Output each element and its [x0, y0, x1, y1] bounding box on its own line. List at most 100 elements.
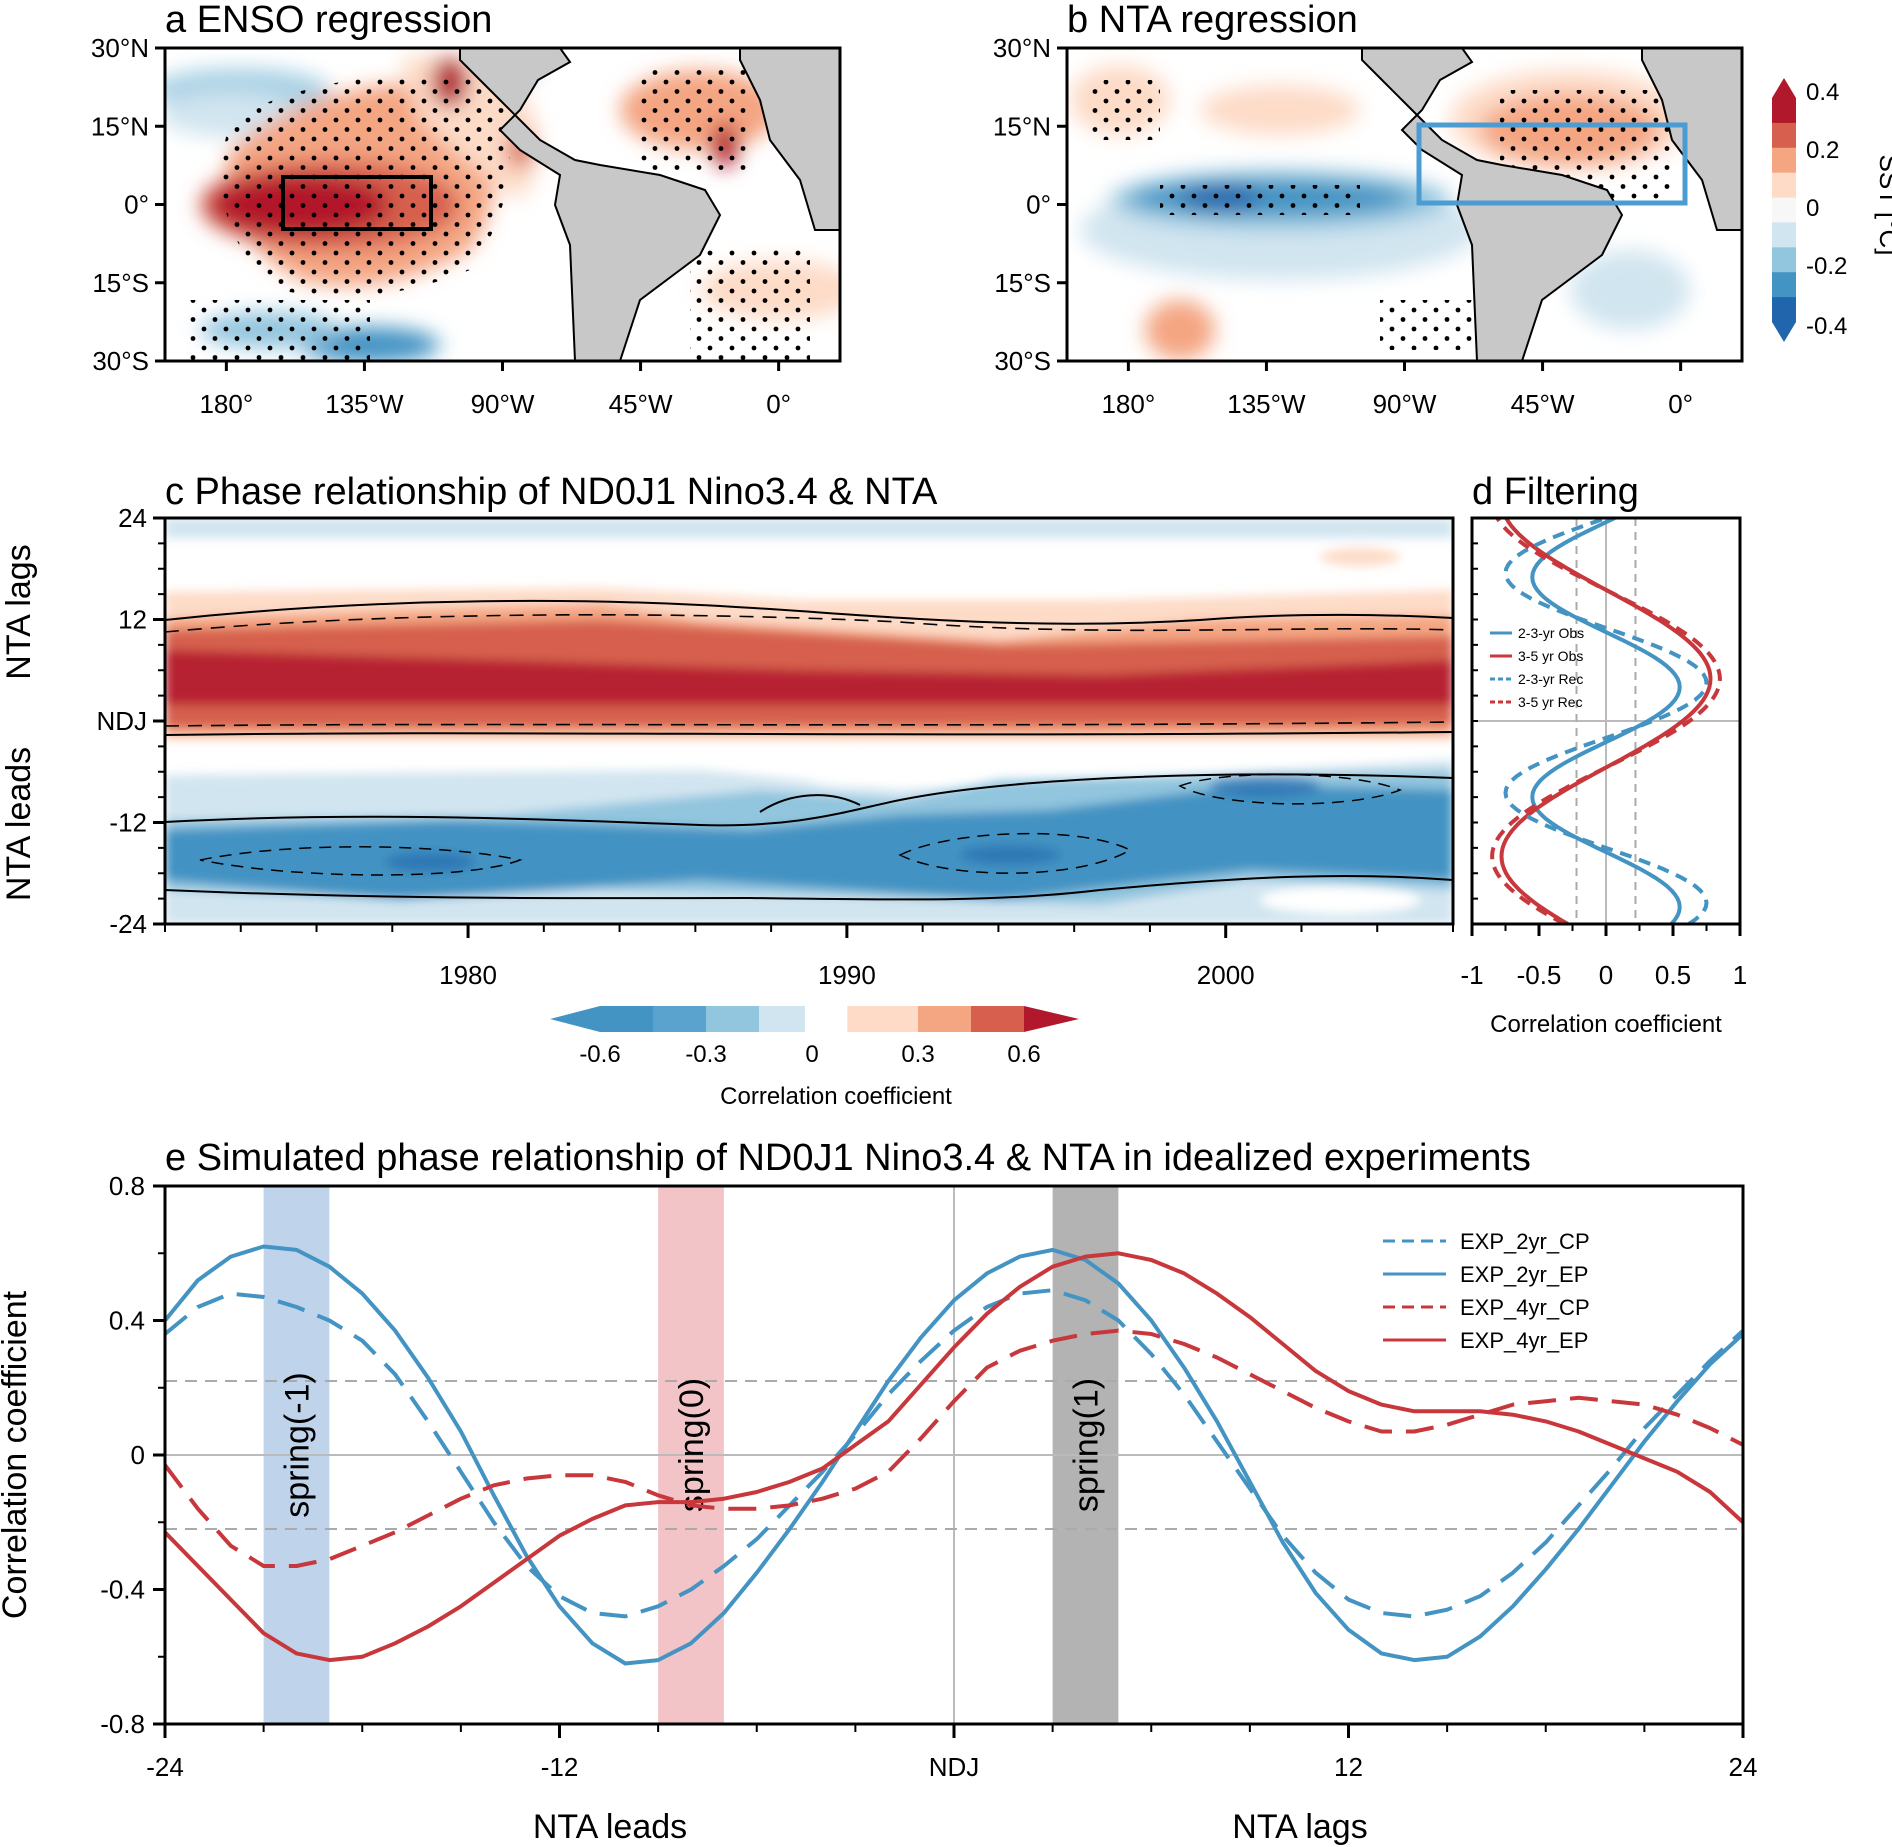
corr-colorbar-segment — [653, 1006, 706, 1032]
panel-d-xtick-label: 0.5 — [1655, 960, 1691, 990]
corr-colorbar-max-arrow — [1024, 1006, 1079, 1032]
panel-d-legend: 2-3-yr Obs 3-5 yr Obs 2-3-yr Rec 3-5 yr Rec — [1490, 625, 1584, 710]
panel-e-season-band-label: spring(-1) — [279, 1372, 317, 1517]
panel-b-axes: 30°N 15°N 0° 15°S 30°S 180° 135°W 90°W 45°W 0° — [993, 33, 1693, 419]
lat-tick-label: 15°N — [91, 111, 149, 141]
panel-e-ytick-label: 0.8 — [109, 1171, 145, 1201]
panel-e-xlabel-left: NTA leads — [533, 1808, 687, 1846]
panel-c-title: c Phase relationship of ND0J1 Nino3.4 & … — [165, 471, 938, 513]
panel-e: e Simulated phase relationship of ND0J1 … — [0, 1137, 1757, 1846]
nta-box — [1416, 122, 1688, 206]
panel-d-xtick-label: 0 — [1599, 960, 1613, 990]
corr-colorbar-segment — [971, 1006, 1024, 1032]
panel-b: b NTA regression — [993, 0, 1744, 419]
panel-e-series-line — [163, 1328, 1744, 1568]
panel-e-ytick-label: -0.4 — [100, 1575, 145, 1605]
sst-colorbar-title: SST [°C] — [1874, 155, 1892, 256]
lat-tick-label: 15°N — [993, 111, 1051, 141]
panel-e-plot: spring(-1) spring(0) spring(1)EXP_2yr_CPEX… — [100, 1171, 1757, 1782]
corr-colorbar-tick-label: 0.3 — [901, 1041, 934, 1068]
panel-c-field — [165, 518, 1453, 924]
sst-colorbar-segment — [1772, 147, 1796, 174]
lon-tick-label: 180° — [1101, 389, 1155, 419]
panel-d-xtick-label: -0.5 — [1517, 960, 1562, 990]
sst-colorbar-segment — [1772, 122, 1796, 149]
panel-e-legend-label: EXP_2yr_CP — [1460, 1229, 1590, 1254]
panel-c-ylabel-bottom: NTA leads — [0, 747, 38, 901]
corr-colorbar-segment — [847, 1006, 918, 1032]
sst-colorbar-max-arrow — [1772, 78, 1796, 98]
sst-colorbar-min-arrow — [1772, 322, 1796, 342]
sst-colorbar-segment — [1772, 172, 1796, 199]
panel-d: d Filtering 2-3-yr Obs 3-5 yr Obs 2-3-yr R… — [1460, 471, 1747, 1038]
panel-a-map — [165, 48, 840, 361]
panel-c-ytick-label: 12 — [118, 605, 147, 635]
panel-e-ytick-label: 0.4 — [109, 1306, 145, 1336]
panel-a: a ENSO regression — [91, 0, 842, 419]
panel-c-ytick-label: NDJ — [96, 706, 147, 736]
lon-tick-label: 0° — [766, 389, 791, 419]
corr-colorbar-segment — [706, 1006, 759, 1032]
nino34-box — [281, 175, 433, 231]
sst-colorbar-segment — [1772, 222, 1796, 248]
lon-tick-label: 135°W — [325, 389, 404, 419]
lon-tick-label: 45°W — [609, 389, 673, 419]
panel-d-legend-label: 3-5 yr Rec — [1518, 694, 1583, 710]
panel-e-xtick-label: 12 — [1334, 1752, 1363, 1782]
sst-colorbar-segment — [1772, 98, 1796, 124]
panel-e-series-line — [163, 1288, 1745, 1619]
panel-e-frame — [163, 1184, 1745, 1726]
panel-e-xlabel-right: NTA lags — [1232, 1808, 1367, 1846]
lat-tick-label: 30°S — [92, 346, 149, 376]
sst-colorbar-segment — [1772, 272, 1796, 298]
sst-colorbar-tick-label: 0 — [1806, 195, 1819, 222]
lat-tick-label: 30°S — [994, 346, 1051, 376]
lat-tick-label: 0° — [124, 190, 149, 220]
panel-e-series-line — [163, 1244, 1745, 1666]
panel-e-legend-label: EXP_2yr_EP — [1460, 1262, 1588, 1287]
panel-a-stipple — [190, 70, 810, 360]
sst-colorbar-tick-label: 0.4 — [1806, 79, 1839, 106]
sst-colorbar-tick-label: -0.2 — [1806, 253, 1847, 280]
lat-tick-label: 15°S — [92, 268, 149, 298]
corr-colorbar-tick-label: 0 — [805, 1041, 818, 1068]
panel-d-xtick-label: -1 — [1460, 960, 1483, 990]
lat-tick-label: 30°N — [91, 33, 149, 63]
panel-d-series-line — [1490, 516, 1722, 926]
panel-d-legend-label: 2-3-yr Rec — [1518, 671, 1583, 687]
corr-colorbar-title: Correlation coefficient — [720, 1083, 952, 1110]
panel-d-series-line — [1503, 516, 1709, 926]
sst-colorbar: SST [°C] 0.4 0.2 0 -0.2 -0.4 — [1772, 78, 1892, 342]
panel-c-axes: 24 12 NDJ -12 -24 1980 1990 2000 — [96, 503, 1454, 990]
panel-e-legend-label: EXP_4yr_EP — [1460, 1328, 1588, 1353]
sst-colorbar-segment — [1772, 297, 1796, 323]
panel-d-frame — [1470, 516, 1742, 926]
lon-tick-label: 45°W — [1511, 389, 1575, 419]
panel-d-title: d Filtering — [1472, 471, 1639, 513]
lat-tick-label: 0° — [1026, 190, 1051, 220]
panel-c-xtick-label: 1990 — [818, 960, 876, 990]
panel-c-xtick-label: 1980 — [439, 960, 497, 990]
lon-tick-label: 135°W — [1227, 389, 1306, 419]
panel-b-map — [1067, 48, 1742, 361]
lon-tick-label: 90°W — [1373, 389, 1437, 419]
panel-c-ytick-label: -24 — [109, 909, 147, 939]
panel-c: c Phase relationship of ND0J1 Nino3.4 & … — [0, 471, 1455, 990]
panel-e-xtick-label: 24 — [1729, 1752, 1758, 1782]
panel-e-xtick-label: NDJ — [929, 1752, 980, 1782]
panel-e-season-band-label: spring(0) — [673, 1378, 711, 1512]
panel-a-title: a ENSO regression — [165, 0, 492, 41]
lon-tick-label: 90°W — [471, 389, 535, 419]
panel-e-title: e Simulated phase relationship of ND0J1 … — [165, 1137, 1531, 1179]
panel-e-ytick-label: -0.8 — [100, 1709, 145, 1739]
sst-colorbar-tick-label: -0.4 — [1806, 313, 1847, 340]
corr-colorbar-tick-label: -0.3 — [685, 1041, 726, 1068]
panel-d-legend-label: 3-5 yr Obs — [1518, 648, 1583, 664]
corr-colorbar-tick-label: -0.6 — [579, 1041, 620, 1068]
panel-c-xtick-label: 2000 — [1197, 960, 1255, 990]
panel-b-title: b NTA regression — [1067, 0, 1358, 41]
corr-colorbar-segment — [600, 1006, 653, 1032]
sst-colorbar-tick-label: 0.2 — [1806, 137, 1839, 164]
panel-c-contours — [165, 599, 1453, 901]
